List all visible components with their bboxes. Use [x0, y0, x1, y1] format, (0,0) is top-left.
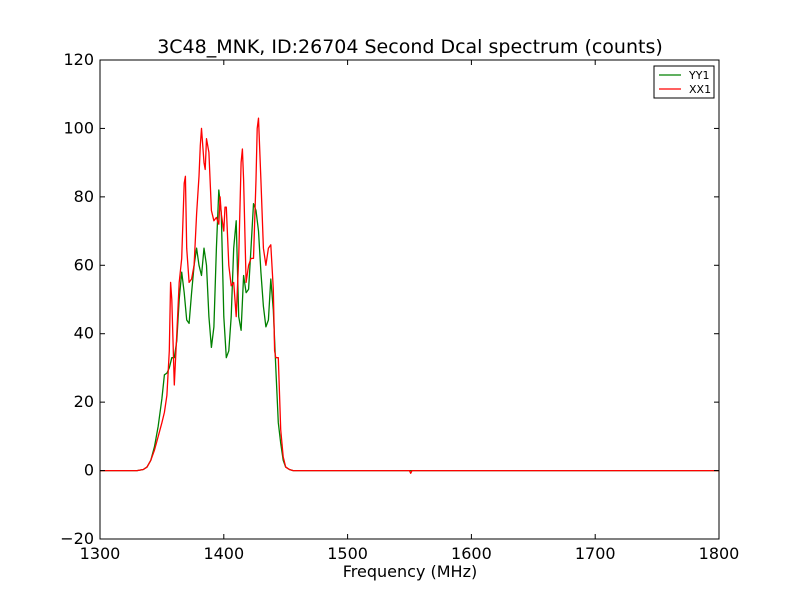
x-tick-label: 1600	[451, 544, 492, 563]
y-tick-label: 100	[63, 118, 94, 137]
x-tick-label: 1500	[327, 544, 368, 563]
x-tick-label: 1700	[575, 544, 616, 563]
y-tick-label: 80	[74, 187, 94, 206]
legend-box	[653, 65, 715, 99]
x-tick-label: 1800	[699, 544, 740, 563]
y-tick-label: 120	[63, 50, 94, 69]
series-line-xx1	[100, 117, 719, 474]
plot-frame	[99, 59, 720, 540]
plot-area: 1300 1400 1500 1600 1700 1800 −20 0 20 40 60 80 100 1…	[60, 50, 739, 563]
x-tick-label: 1300	[80, 544, 121, 563]
series-line-yy1	[100, 189, 719, 472]
y-tick-label: 20	[74, 392, 94, 411]
y-tick-label: 0	[84, 461, 94, 480]
y-tick-label: 60	[74, 255, 94, 274]
legend-label-yy1: YY1	[688, 69, 709, 82]
x-tick-label: 1400	[203, 544, 244, 563]
legend-label-xx1: XX1	[689, 83, 711, 96]
x-axis-title: Frequency (MHz)	[343, 562, 477, 581]
y-tick-label: −20	[60, 529, 94, 548]
y-tick-label: 40	[74, 324, 94, 343]
chart-title: 3C48_MNK, ID:26704 Second Dcal spectrum …	[157, 36, 663, 58]
